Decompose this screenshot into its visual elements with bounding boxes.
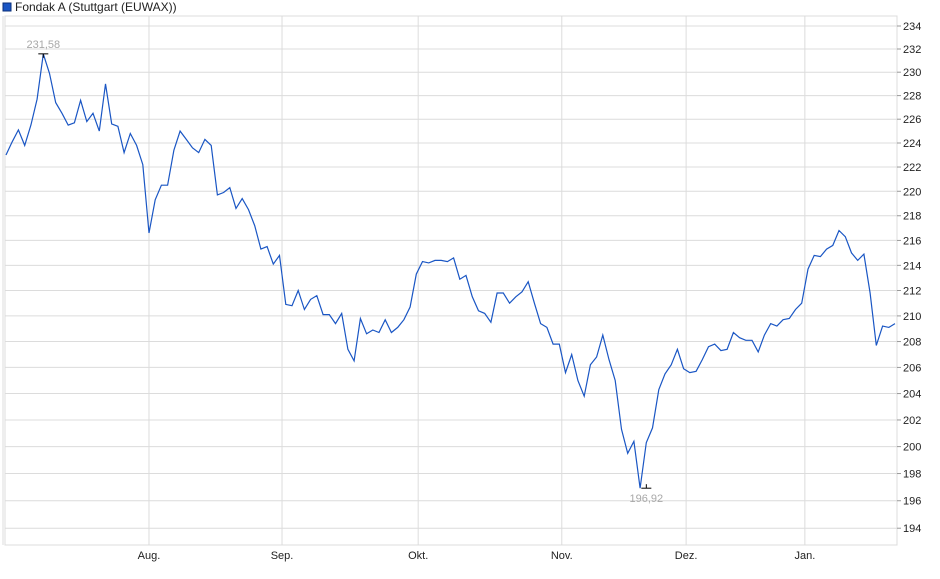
x-tick-label: Nov. bbox=[551, 550, 573, 562]
legend-label: Fondak A (Stuttgart (EUWAX)) bbox=[15, 0, 177, 14]
y-tick-label: 210 bbox=[903, 311, 921, 323]
y-tick-label: 208 bbox=[903, 337, 921, 349]
y-tick-label: 230 bbox=[903, 67, 921, 79]
y-tick-label: 200 bbox=[903, 442, 921, 454]
y-tick-label: 224 bbox=[903, 138, 921, 150]
min-value-label: 196,92 bbox=[630, 493, 664, 505]
x-tick-label: Jan. bbox=[794, 550, 815, 562]
y-tick-label: 220 bbox=[903, 186, 921, 198]
y-tick-label: 216 bbox=[903, 235, 921, 247]
y-tick-label: 222 bbox=[903, 162, 921, 174]
x-tick-label: Sep. bbox=[271, 550, 294, 562]
y-tick-label: 206 bbox=[903, 362, 921, 374]
x-tick-label: Dez. bbox=[675, 550, 698, 562]
x-tick-label: Okt. bbox=[408, 550, 428, 562]
max-value-label: 231,58 bbox=[26, 39, 60, 51]
y-tick-label: 204 bbox=[903, 389, 921, 401]
y-tick-label: 194 bbox=[903, 523, 921, 535]
y-tick-label: 228 bbox=[903, 91, 921, 103]
plot-border bbox=[4, 15, 898, 546]
y-tick-label: 202 bbox=[903, 415, 921, 427]
legend-swatch bbox=[2, 2, 12, 12]
y-tick-label: 234 bbox=[903, 21, 921, 33]
x-tick-label: Aug. bbox=[138, 550, 161, 562]
series-line bbox=[5, 53, 896, 489]
y-tick-label: 232 bbox=[903, 44, 921, 56]
y-tick-label: 218 bbox=[903, 211, 921, 223]
y-tick-label: 214 bbox=[903, 260, 921, 272]
y-tick-label: 226 bbox=[903, 114, 921, 126]
y-tick-label: 198 bbox=[903, 469, 921, 481]
y-tick-label: 196 bbox=[903, 496, 921, 508]
y-tick-label: 212 bbox=[903, 286, 921, 298]
